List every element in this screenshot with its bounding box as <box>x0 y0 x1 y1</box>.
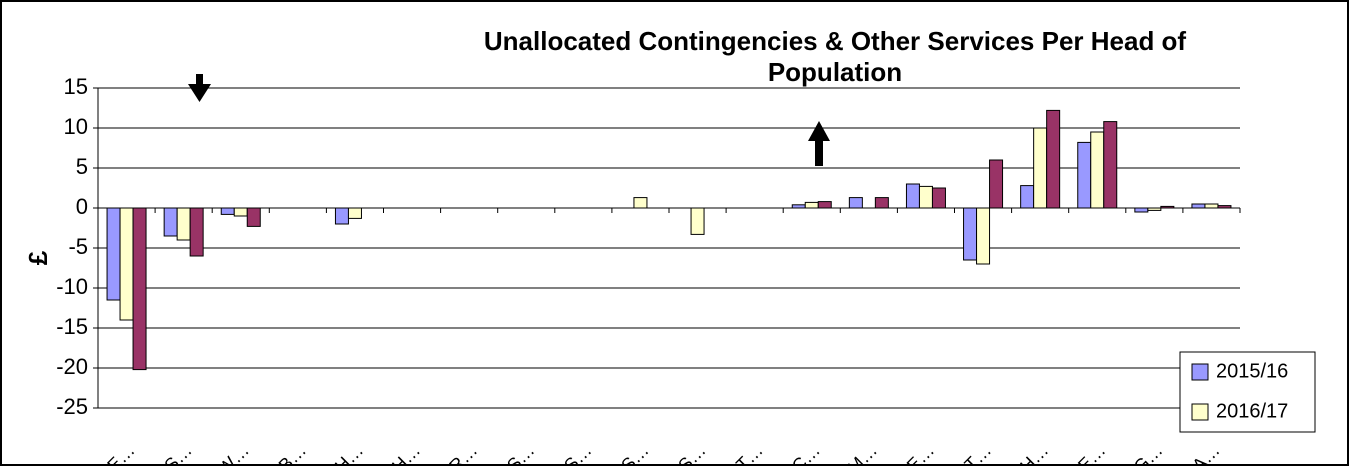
y-tick-label: -10 <box>56 274 88 299</box>
y-axis-label: £ <box>23 250 53 265</box>
bar <box>817 201 832 209</box>
bar <box>976 207 991 265</box>
bar <box>1033 127 1048 209</box>
bar <box>1134 207 1149 213</box>
legend-swatch <box>1191 363 1209 381</box>
y-tick-label: 5 <box>76 154 88 179</box>
bar <box>918 185 933 209</box>
bar <box>1090 131 1105 209</box>
bar <box>690 207 705 235</box>
bar <box>989 159 1004 209</box>
up-arrow <box>808 121 830 166</box>
bar <box>1020 185 1035 209</box>
y-tick-label: -5 <box>68 234 88 259</box>
bar <box>633 197 648 209</box>
bar <box>905 183 920 209</box>
bar <box>246 207 261 227</box>
bar <box>1046 109 1061 209</box>
bar <box>963 207 978 261</box>
bar <box>163 207 178 237</box>
chart-title: Population <box>768 57 902 87</box>
y-tick-label: -20 <box>56 354 88 379</box>
bar <box>106 207 121 301</box>
chart-title: Unallocated Contingencies & Other Servic… <box>484 26 1187 56</box>
bar <box>1204 203 1219 209</box>
bar <box>1147 207 1162 211</box>
bar <box>1217 205 1232 209</box>
bar <box>176 207 191 241</box>
y-tick-label: -15 <box>56 314 88 339</box>
bar <box>189 207 204 257</box>
bar <box>1191 203 1206 209</box>
y-tick-label: 0 <box>76 194 88 219</box>
bar <box>347 207 362 219</box>
bar <box>848 197 863 209</box>
legend-swatch <box>1191 403 1209 421</box>
bar <box>1077 141 1092 209</box>
bar <box>874 197 889 209</box>
bar <box>334 207 349 225</box>
legend-label: 2015/16 <box>1216 360 1288 382</box>
bar <box>119 207 134 321</box>
y-tick-label: 10 <box>64 114 88 139</box>
bar <box>804 201 819 209</box>
bar <box>1160 205 1175 209</box>
bar <box>233 207 248 217</box>
bar <box>220 207 235 215</box>
y-tick-label: 15 <box>64 74 88 99</box>
bar <box>791 204 806 209</box>
legend-label: 2016/17 <box>1216 400 1288 422</box>
bar <box>132 207 147 371</box>
bar <box>1103 121 1118 209</box>
y-tick-label: -25 <box>56 394 88 419</box>
bar <box>931 187 946 209</box>
